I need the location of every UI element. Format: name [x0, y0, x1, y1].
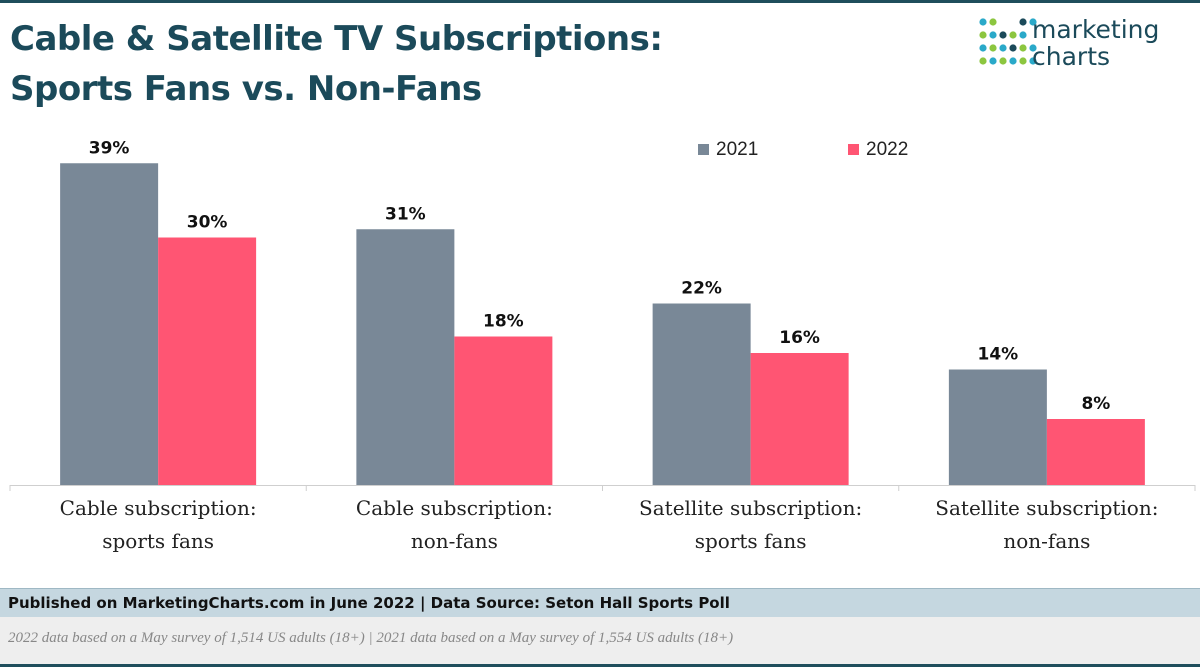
legend-swatch-2022: [848, 144, 859, 155]
bar-2021-0: [60, 163, 159, 485]
logo-wordmark: marketing charts: [1032, 16, 1159, 70]
bar-2021-3: [948, 369, 1047, 485]
logo-dot: [1029, 57, 1037, 65]
legend-label-2022: 2022: [866, 139, 908, 160]
bottom-rule: [0, 664, 1200, 667]
bar-2022-1: [454, 336, 553, 485]
note-bar: 2022 data based on a May survey of 1,514…: [0, 617, 1200, 664]
logo-dot: [1029, 44, 1037, 52]
legend-swatch-2021: [698, 144, 709, 155]
bar-2021-1: [356, 229, 455, 485]
bar-2022-3: [1046, 419, 1145, 485]
category-label-3-0: Satellite subscription:: [935, 496, 1158, 520]
logo-dot: [979, 44, 987, 52]
data-label-2022-1: 18%: [483, 312, 524, 332]
legend-label-2021: 2021: [716, 139, 758, 160]
logo-dot: [999, 57, 1007, 65]
logo-dot: [1019, 44, 1027, 52]
data-label-2021-2: 22%: [681, 279, 722, 299]
logo-dot: [989, 44, 997, 52]
footer: Published on MarketingCharts.com in June…: [0, 588, 1200, 667]
chart-title: Cable & Satellite TV Subscriptions: Spor…: [10, 14, 663, 114]
logo-dot: [999, 31, 1007, 39]
marketingcharts-logo: marketing charts: [978, 16, 1193, 76]
logo-dot: [1009, 31, 1017, 39]
logo-dot: [979, 31, 987, 39]
bar-2021-2: [652, 303, 751, 485]
logo-line-1: marketing: [1032, 15, 1160, 44]
title-line-2: Sports Fans vs. Non-Fans: [10, 69, 482, 109]
logo-dot: [1019, 31, 1027, 39]
source-text: Published on MarketingCharts.com in June…: [8, 594, 730, 612]
logo-dots-icon: [979, 18, 1037, 65]
survey-note: 2022 data based on a May survey of 1,514…: [8, 630, 734, 646]
top-rule: [0, 0, 1200, 3]
logo-dot: [1019, 57, 1027, 65]
logo-dot: [1009, 57, 1017, 65]
data-label-2022-2: 16%: [779, 328, 820, 348]
data-label-2021-0: 39%: [89, 138, 130, 158]
logo-dot: [1019, 18, 1027, 26]
logo-dot: [989, 31, 997, 39]
category-label-0-1: sports fans: [102, 529, 214, 553]
data-label-2022-0: 30%: [187, 213, 228, 233]
source-bar: Published on MarketingCharts.com in June…: [0, 588, 1200, 617]
data-label-2022-3: 8%: [1081, 394, 1110, 414]
data-label-2021-3: 14%: [978, 345, 1019, 365]
logo-dot: [979, 18, 987, 26]
category-label-2-1: sports fans: [695, 529, 807, 553]
logo-dot: [979, 57, 987, 65]
bar-chart: 39% 30% Cable subscription: sports fans 31% 1…: [9, 138, 1196, 553]
logo-dot: [989, 57, 997, 65]
logo-dot: [999, 44, 1007, 52]
data-label-2021-1: 31%: [385, 204, 426, 224]
category-label-0-0: Cable subscription:: [60, 496, 257, 520]
logo-dot: [1009, 44, 1017, 52]
logo-dot: [1029, 18, 1037, 26]
category-label-1-0: Cable subscription:: [356, 496, 553, 520]
logo-dot: [989, 18, 997, 26]
title-line-1: Cable & Satellite TV Subscriptions:: [10, 19, 663, 59]
category-label-1-1: non-fans: [411, 529, 498, 553]
category-label-3-1: non-fans: [1003, 529, 1090, 553]
bar-2022-0: [158, 237, 257, 485]
logo-line-2: charts: [1032, 42, 1111, 71]
bar-2022-2: [750, 353, 849, 485]
category-label-2-0: Satellite subscription:: [639, 496, 862, 520]
